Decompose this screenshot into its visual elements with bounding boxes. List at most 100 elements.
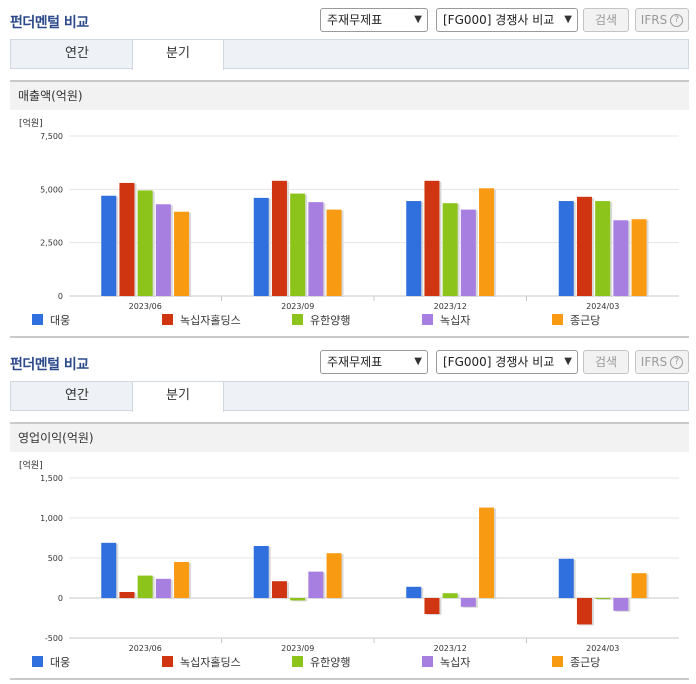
metric-title: 영업이익(억원) xyxy=(10,422,689,452)
sales-chart-svg: [억원] 0 2,500 5,000 7,500 2023/06 2023/09 2023/1… xyxy=(19,117,679,327)
y-tick-label: 5,000 xyxy=(40,185,63,194)
bar xyxy=(558,558,574,598)
legend-swatch xyxy=(32,656,43,667)
section-divider xyxy=(10,336,689,338)
sales-bar-chart: [억원] 0 2,500 5,000 7,500 2023/06 2023/09 2023/1… xyxy=(10,112,689,342)
legend-swatch xyxy=(32,314,43,325)
y-axis-unit-label: [억원] xyxy=(19,459,43,471)
bar xyxy=(271,180,287,296)
bar xyxy=(460,209,476,296)
bar xyxy=(326,209,342,296)
legend-label: 녹십자 xyxy=(440,314,470,327)
chevron-down-icon: ▼ xyxy=(564,356,572,367)
legend-label: 유한양행 xyxy=(310,314,350,327)
bar xyxy=(101,195,117,296)
bar xyxy=(576,196,592,296)
statement-type-value: 주재무제표 xyxy=(327,13,383,27)
bar xyxy=(155,204,171,296)
bar xyxy=(631,573,647,598)
bar xyxy=(155,578,171,598)
section-title: 펀더멘털 비교 xyxy=(10,15,89,31)
x-tick-label: 2023/12 xyxy=(434,302,467,311)
ifrs-button[interactable]: IFRS? xyxy=(635,8,689,32)
bar xyxy=(595,201,611,296)
legend-swatch xyxy=(292,656,303,667)
section-header: 펀더멘털 비교 주재무제표 ▼ [FG000] 경쟁사 비교 ▼ 검색 IFRS… xyxy=(0,0,696,38)
chevron-down-icon: ▼ xyxy=(564,14,572,25)
fundamental-compare-section-sales: 펀더멘털 비교 주재무제표 ▼ [FG000] 경쟁사 비교 ▼ 검색 IFRS… xyxy=(0,0,696,342)
legend-swatch xyxy=(552,656,563,667)
y-tick-label: 7,500 xyxy=(40,132,63,141)
op-income-chart-svg: [억원] -500 0 500 1,000 1,500 2023/06 2023/09 2023… xyxy=(19,459,679,669)
section-divider xyxy=(10,678,689,680)
help-icon: ? xyxy=(670,356,684,369)
bar xyxy=(424,180,440,296)
peer-group-select[interactable]: [FG000] 경쟁사 비교 ▼ xyxy=(436,8,578,32)
bar xyxy=(326,553,342,598)
statement-type-value: 주재무제표 xyxy=(327,355,383,369)
operating-income-bar-chart: [억원] -500 0 500 1,000 1,500 2023/06 2023/09 2023… xyxy=(10,454,689,684)
statement-type-select[interactable]: 주재무제표 ▼ xyxy=(320,350,428,374)
bar-shadow xyxy=(597,599,613,600)
bar xyxy=(558,201,574,296)
search-button[interactable]: 검색 xyxy=(583,350,629,374)
legend-label: 종근당 xyxy=(570,314,600,327)
y-tick-label: 2,500 xyxy=(40,239,63,248)
peer-group-value: [FG000] 경쟁사 비교 xyxy=(443,13,555,27)
bar xyxy=(406,586,422,598)
ifrs-button[interactable]: IFRS? xyxy=(635,350,689,374)
bar xyxy=(308,571,324,598)
bar xyxy=(406,201,422,296)
tab-quarterly[interactable]: 분기 xyxy=(132,40,224,70)
bar xyxy=(253,197,269,296)
bar xyxy=(613,598,629,611)
x-tick-label: 2024/03 xyxy=(586,302,619,311)
bar xyxy=(271,581,287,598)
x-tick-label: 2023/09 xyxy=(281,302,314,311)
bar xyxy=(479,507,495,598)
fundamental-compare-section-op-income: 펀더멘털 비교 주재무제표 ▼ [FG000] 경쟁사 비교 ▼ 검색 IFRS… xyxy=(0,342,696,684)
x-tick-label: 2023/09 xyxy=(281,644,314,653)
bar xyxy=(174,211,190,296)
bar xyxy=(460,598,476,607)
bar xyxy=(479,188,495,296)
legend-label: 대웅 xyxy=(50,656,70,669)
chevron-down-icon: ▼ xyxy=(414,14,422,25)
section-title: 펀더멘털 비교 xyxy=(10,357,89,373)
bar xyxy=(631,219,647,296)
y-axis-unit-label: [억원] xyxy=(19,117,43,129)
period-tabs: 연간 분기 xyxy=(10,39,689,70)
tab-quarterly[interactable]: 분기 xyxy=(132,382,224,412)
tab-annual[interactable]: 연간 xyxy=(65,46,89,61)
legend-swatch xyxy=(422,656,433,667)
y-tick-label: 0 xyxy=(58,594,63,603)
bar xyxy=(174,562,190,598)
peer-group-select[interactable]: [FG000] 경쟁사 비교 ▼ xyxy=(436,350,578,374)
y-tick-label: 1,500 xyxy=(40,474,63,483)
search-button[interactable]: 검색 xyxy=(583,8,629,32)
x-tick-label: 2024/03 xyxy=(586,644,619,653)
y-tick-label: 0 xyxy=(58,292,63,301)
ifrs-label: IFRS xyxy=(640,13,668,27)
section-header: 펀더멘털 비교 주재무제표 ▼ [FG000] 경쟁사 비교 ▼ 검색 IFRS… xyxy=(0,342,696,380)
legend-label: 종근당 xyxy=(570,656,600,669)
legend-label: 녹십자 xyxy=(440,656,470,669)
y-tick-label: 500 xyxy=(48,554,63,563)
legend-swatch xyxy=(292,314,303,325)
legend-swatch xyxy=(422,314,433,325)
bar xyxy=(119,182,135,296)
legend-swatch xyxy=(162,656,173,667)
bar xyxy=(290,193,306,296)
x-tick-label: 2023/06 xyxy=(129,302,162,311)
y-tick-label: 1,000 xyxy=(40,514,63,523)
bar xyxy=(101,542,117,598)
period-tabs: 연간 분기 xyxy=(10,381,689,412)
tab-annual[interactable]: 연간 xyxy=(65,388,89,403)
x-tick-label: 2023/06 xyxy=(129,644,162,653)
bar xyxy=(137,190,153,296)
legend-label: 대웅 xyxy=(50,314,70,327)
legend-label: 녹십자홀딩스 xyxy=(180,656,241,669)
legend-label: 녹십자홀딩스 xyxy=(180,314,241,327)
bar xyxy=(290,598,306,601)
statement-type-select[interactable]: 주재무제표 ▼ xyxy=(320,8,428,32)
